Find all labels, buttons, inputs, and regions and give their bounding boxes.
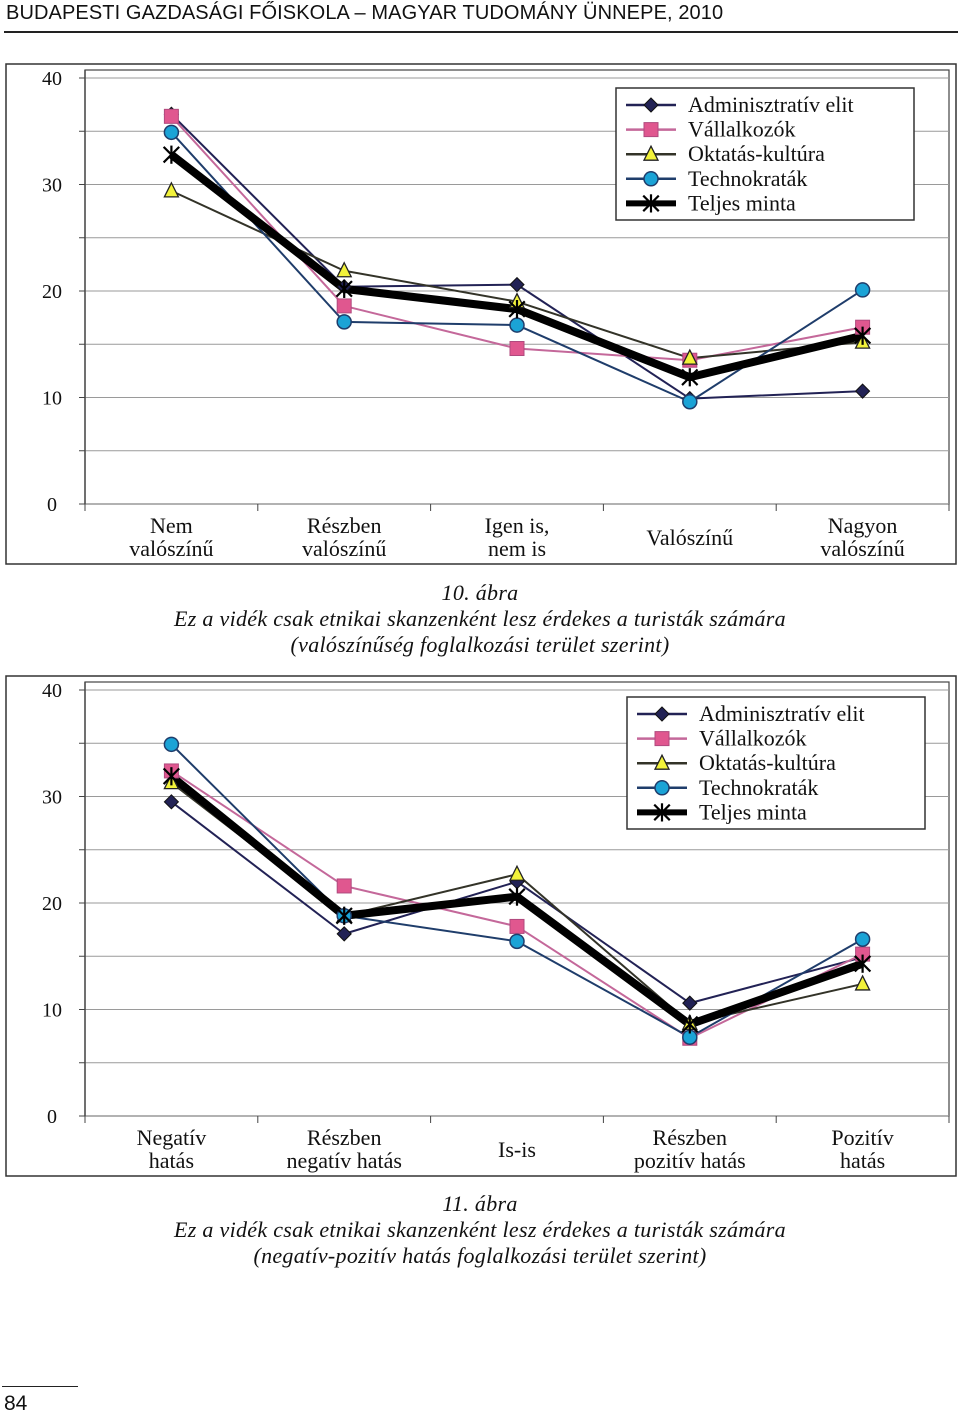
- data-point: [854, 931, 871, 947]
- data-point: [335, 279, 353, 298]
- figure-subtitle: (negatív-pozitív hatás foglalkozási terü…: [253, 1243, 707, 1268]
- x-category-label: valószínű: [129, 536, 213, 561]
- data-point: [681, 1015, 699, 1034]
- legend-label: Technokraták: [688, 166, 807, 191]
- data-point: [163, 108, 179, 124]
- data-point: [163, 124, 180, 141]
- data-point: [508, 887, 526, 906]
- data-point: [162, 145, 180, 164]
- y-tick-label: 0: [47, 1106, 57, 1128]
- legend-marker: [653, 803, 671, 822]
- caption-figure-10: 10. ábra Ez a vidék csak etnikai skanzen…: [0, 580, 960, 658]
- data-point: [336, 314, 352, 330]
- data-point: [336, 261, 353, 278]
- legend-label: Teljes minta: [688, 190, 796, 215]
- legend: Adminisztratív elitVállalkozókOktatás-ku…: [626, 696, 926, 830]
- legend-label: Vállalkozók: [688, 117, 796, 142]
- legend: Adminisztratív elitVállalkozókOktatás-ku…: [615, 87, 915, 221]
- data-point: [509, 317, 525, 333]
- legend-label: Teljes minta: [699, 799, 807, 824]
- legend-label: Adminisztratív elit: [699, 701, 865, 726]
- data-point: [854, 954, 872, 973]
- legend-marker: [654, 706, 670, 722]
- data-point: [163, 736, 180, 753]
- legend-label: Vállalkozók: [699, 726, 807, 751]
- x-category-label: Valószínű: [646, 525, 733, 550]
- legend-label: Technokraták: [699, 775, 818, 800]
- y-tick-label: 0: [47, 494, 57, 516]
- data-point: [335, 906, 353, 925]
- data-point: [854, 282, 871, 298]
- data-point: [681, 348, 698, 365]
- legend-marker: [643, 97, 659, 113]
- y-tick-label: 40: [42, 68, 62, 90]
- header-rule: [4, 31, 958, 33]
- legend-marker: [654, 731, 670, 747]
- data-point: [509, 918, 525, 934]
- x-category-label: Nagyon: [828, 513, 898, 538]
- legend-marker: [653, 753, 671, 770]
- x-category-label: Igen is,: [485, 513, 550, 538]
- chart-figure-10: 010203040NemvalószínűRészbenvalószínűIge…: [5, 63, 957, 565]
- x-category-label: Is-is: [498, 1137, 536, 1162]
- data-point: [509, 341, 525, 357]
- data-point: [162, 767, 180, 786]
- x-category-label: nem is: [488, 536, 546, 561]
- x-category-label: hatás: [840, 1148, 885, 1173]
- data-point: [509, 933, 525, 950]
- legend-label: Adminisztratív elit: [688, 92, 854, 117]
- data-point: [163, 181, 180, 198]
- data-point: [682, 394, 698, 410]
- figure-number: 11. ábra: [442, 1191, 518, 1216]
- data-point: [682, 995, 698, 1011]
- figure-number: 10. ábra: [441, 580, 519, 605]
- data-point: [854, 326, 872, 345]
- x-category-label: Negatív: [137, 1125, 207, 1150]
- x-category-label: valószínű: [302, 536, 386, 561]
- data-point: [508, 300, 526, 319]
- page-header: BUDAPESTI GAZDASÁGI FŐISKOLA – MAGYAR TU…: [6, 2, 724, 24]
- legend-marker: [642, 144, 660, 161]
- caption-figure-11: 11. ábra Ez a vidék csak etnikai skanzen…: [0, 1191, 960, 1269]
- y-tick-label: 10: [42, 388, 62, 410]
- data-point: [854, 383, 871, 399]
- data-point: [681, 368, 699, 387]
- footer-rule: [2, 1386, 78, 1387]
- x-category-label: Részben: [653, 1125, 728, 1150]
- y-tick-label: 10: [42, 1000, 62, 1022]
- figure-title: Ez a vidék csak etnikai skanzenként lesz…: [174, 606, 786, 631]
- data-point: [336, 298, 352, 314]
- x-category-label: Nem: [150, 513, 193, 538]
- data-point: [163, 794, 180, 810]
- y-tick-label: 20: [42, 281, 62, 303]
- page-number: 84: [4, 1392, 28, 1415]
- x-category-label: Részben: [307, 513, 382, 538]
- data-point: [508, 864, 526, 881]
- y-tick-label: 30: [42, 175, 62, 197]
- y-tick-label: 20: [42, 893, 62, 915]
- x-category-label: valószínű: [820, 536, 904, 561]
- y-tick-label: 40: [42, 680, 62, 702]
- data-point: [509, 276, 525, 293]
- x-category-label: pozitív hatás: [634, 1148, 746, 1173]
- legend-marker: [643, 122, 659, 138]
- x-category-label: Pozitív: [831, 1125, 893, 1150]
- y-tick-label: 30: [42, 787, 62, 809]
- data-point: [336, 878, 352, 894]
- x-category-label: negatív hatás: [286, 1148, 401, 1173]
- figure-title: Ez a vidék csak etnikai skanzenként lesz…: [174, 1217, 786, 1242]
- legend-marker: [643, 171, 659, 187]
- data-point: [854, 974, 871, 991]
- legend-marker: [654, 780, 670, 796]
- legend-label: Oktatás-kultúra: [688, 141, 825, 166]
- x-category-label: hatás: [149, 1148, 194, 1173]
- data-point: [336, 926, 352, 942]
- legend-marker: [642, 194, 660, 213]
- x-category-label: Részben: [307, 1125, 382, 1150]
- legend-label: Oktatás-kultúra: [699, 750, 836, 775]
- figure-subtitle: (valószínűség foglalkozási terület szeri…: [290, 632, 670, 657]
